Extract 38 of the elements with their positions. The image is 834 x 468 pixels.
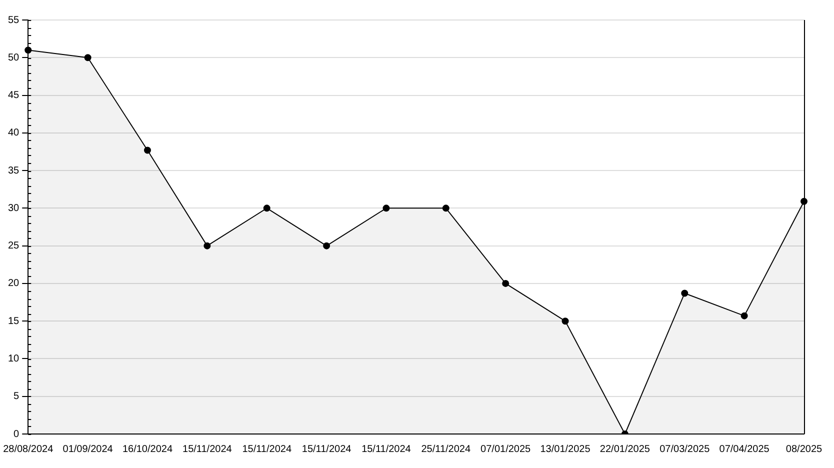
- point: [323, 242, 330, 250]
- point: [144, 146, 151, 154]
- point: [562, 318, 569, 325]
- point: [681, 290, 688, 297]
- y-tick-label: 45: [8, 90, 20, 102]
- point: [442, 204, 450, 212]
- x-tick-label: 15/11/2024: [362, 444, 412, 455]
- point: [502, 280, 510, 287]
- point: [84, 54, 92, 62]
- x-tick-label: 22/01/2025: [600, 444, 650, 455]
- x-tick-label: 28/08/2024: [3, 444, 54, 455]
- x-tick-label: 15/11/2024: [182, 444, 232, 455]
- y-tick-label: 55: [8, 14, 20, 26]
- x-tick-label: 13/01/2025: [540, 444, 591, 455]
- y-tick-label: 0: [14, 428, 20, 440]
- y-tick-label: 25: [8, 240, 20, 252]
- y-tick-label: 40: [8, 128, 20, 139]
- point: [263, 204, 270, 212]
- y-tick-label: 5: [14, 391, 20, 402]
- x-tick-label: 01/09/2024: [62, 444, 114, 455]
- x-tick-label: 25/11/2024: [421, 444, 471, 455]
- x-tick-label: 15/11/2024: [242, 444, 292, 455]
- point: [24, 46, 32, 54]
- x-tick-label: 16/10/2024: [122, 444, 173, 455]
- x-tick-label: 15/11/2024: [302, 444, 352, 455]
- x-tick-label: 08/2025: [786, 444, 823, 455]
- x-tick-label: 07/01/2025: [480, 444, 532, 455]
- y-tick-label: 50: [8, 52, 20, 64]
- y-tick-label: 15: [8, 316, 20, 327]
- y-tick-label: 20: [8, 278, 20, 290]
- y-tick-label: 10: [8, 353, 20, 364]
- x-tick-label: 07/03/2025: [660, 444, 710, 455]
- x-tick-label: 07/04/2025: [719, 444, 770, 455]
- y-tick-label: 30: [8, 202, 20, 214]
- y-tick-label: 35: [8, 165, 20, 176]
- point: [740, 312, 748, 320]
- point: [382, 204, 390, 212]
- point: [204, 242, 211, 250]
